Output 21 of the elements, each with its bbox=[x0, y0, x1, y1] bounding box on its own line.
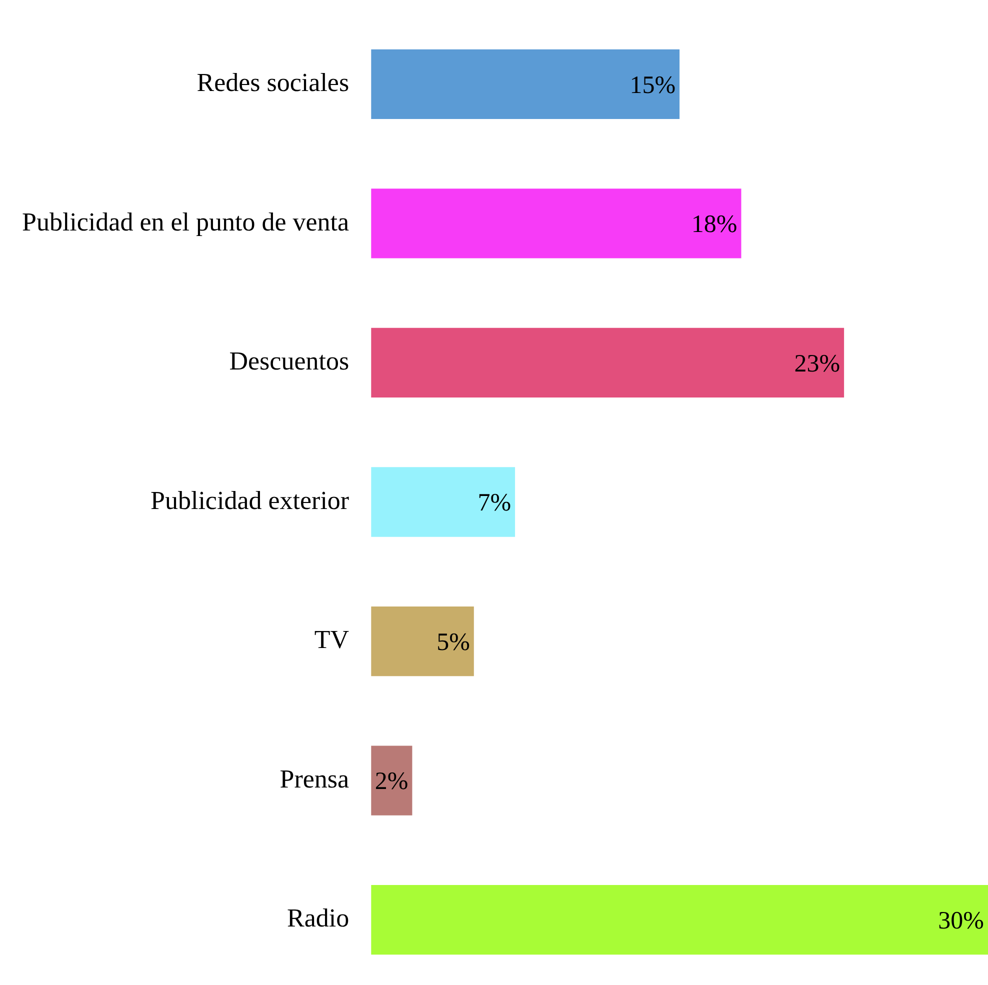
data-label: 5% bbox=[436, 628, 470, 656]
bar bbox=[371, 49, 680, 120]
bar bbox=[371, 606, 474, 676]
bar bbox=[371, 188, 742, 258]
bar bbox=[371, 884, 988, 955]
y-tick-label: Radio bbox=[286, 904, 350, 933]
data-label: 2% bbox=[374, 768, 408, 796]
data-label: 18% bbox=[691, 211, 738, 238]
data-label: 23% bbox=[794, 350, 840, 378]
data-label: 15% bbox=[630, 72, 676, 99]
y-tick-label: Descuentos bbox=[229, 346, 350, 376]
y-tick-label: TV bbox=[314, 625, 350, 654]
bar bbox=[371, 328, 844, 398]
y-tick-label: Publicidad en el punto de venta bbox=[22, 207, 350, 236]
bar bbox=[371, 746, 412, 816]
y-tick-label: Publicidad exterior bbox=[150, 486, 350, 515]
data-label: 30% bbox=[938, 907, 984, 934]
data-label: 7% bbox=[478, 490, 512, 517]
y-tick-label: Prensa bbox=[280, 764, 350, 794]
bar bbox=[371, 467, 516, 537]
y-tick-label: Redes sociales bbox=[196, 68, 350, 98]
